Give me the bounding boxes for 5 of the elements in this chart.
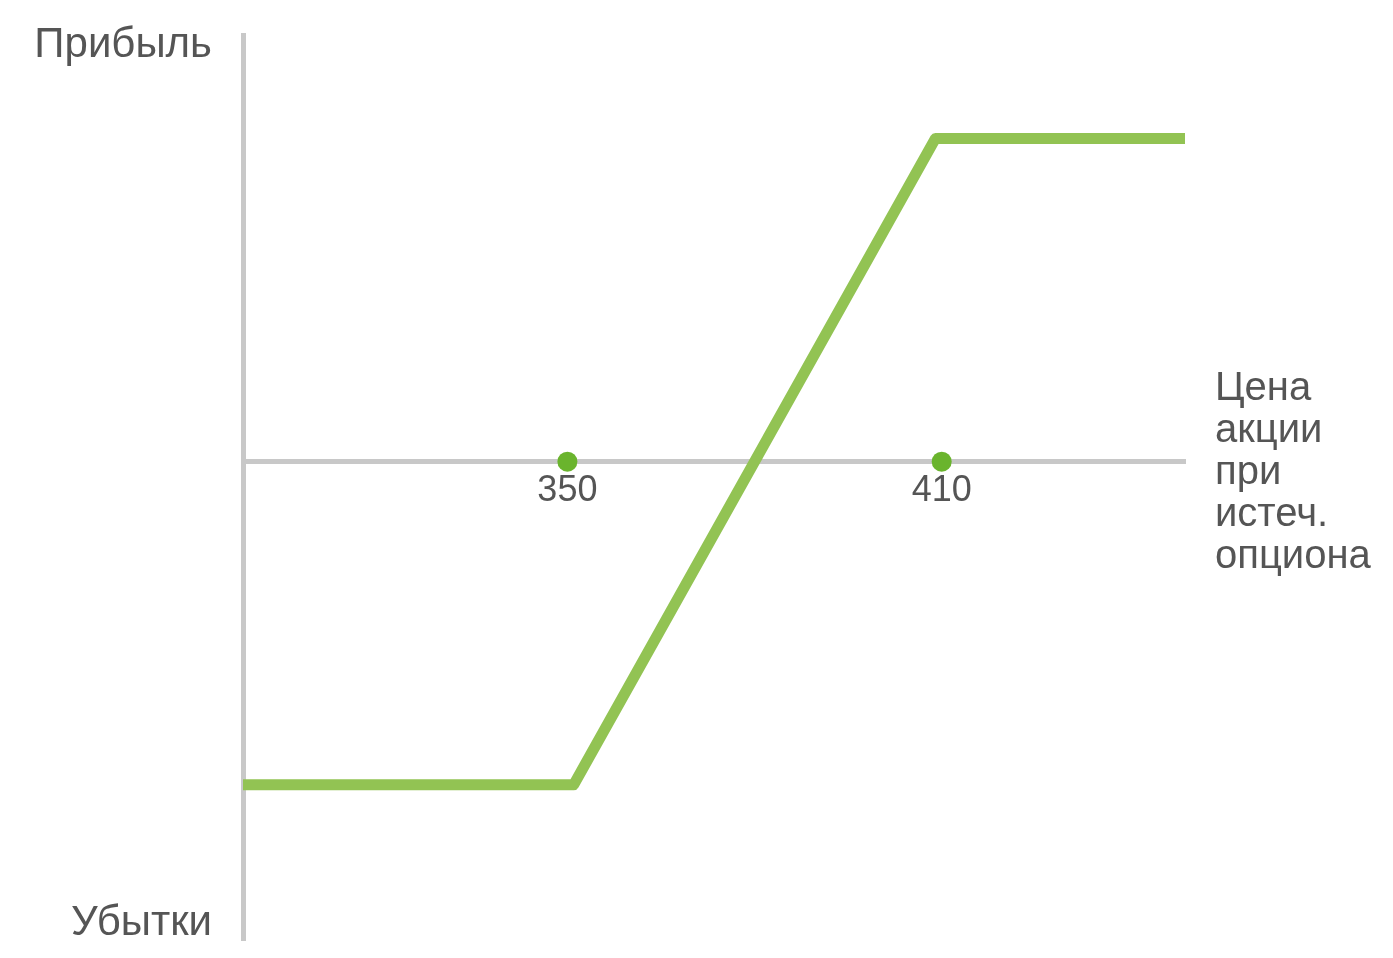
x-axis-title: Цена акции при истеч. опциона xyxy=(1215,364,1371,576)
y-axis-title: Прибыль xyxy=(34,19,212,66)
x-tick-label: 350 xyxy=(537,468,598,510)
text: Убытки xyxy=(70,897,212,944)
x-tick-label: 410 xyxy=(911,468,972,510)
